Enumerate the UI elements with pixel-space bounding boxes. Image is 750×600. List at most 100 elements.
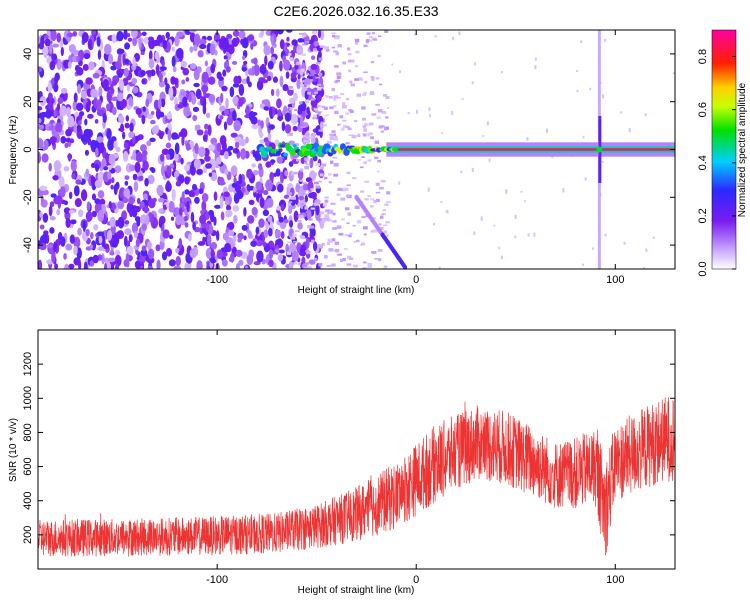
noise-blob	[102, 79, 109, 88]
noise-blob	[142, 193, 148, 200]
noise-blob	[150, 110, 155, 116]
noise-blob	[265, 161, 272, 168]
noise-blob	[193, 44, 198, 52]
noise-blob	[266, 197, 274, 209]
noise-blob	[292, 125, 298, 132]
noise-blob	[242, 37, 249, 49]
faint-speck	[386, 234, 389, 237]
faint-noise	[343, 247, 348, 250]
faint-noise	[304, 206, 308, 210]
faint-noise	[354, 41, 358, 45]
noise-blob	[114, 165, 122, 174]
faint-noise	[286, 251, 292, 255]
faint-noise	[362, 93, 367, 96]
faint-noise	[370, 61, 375, 64]
noise-blob	[103, 43, 112, 55]
noise-blob	[193, 69, 200, 81]
y-tick-label: 800	[22, 423, 34, 441]
faint-noise	[319, 173, 324, 177]
noise-blob	[150, 119, 156, 125]
faint-noise	[347, 212, 352, 216]
noise-blob	[244, 265, 249, 269]
noise-blob	[246, 254, 254, 266]
noise-blob	[91, 30, 97, 36]
faint-noise	[318, 57, 323, 61]
noise-blob	[276, 98, 282, 109]
faint-speck	[514, 235, 517, 239]
faint-noise	[337, 44, 343, 48]
snr-frame	[37, 329, 676, 570]
faint-noise	[305, 163, 311, 166]
noise-blob	[46, 243, 54, 249]
noise-blob	[168, 200, 175, 213]
noise-blob	[98, 235, 103, 244]
noise-blob	[128, 196, 136, 205]
noise-blob	[185, 111, 192, 116]
noise-blob	[215, 230, 220, 242]
noise-blob	[227, 229, 235, 237]
noise-blob	[38, 66, 43, 73]
faint-noise	[337, 187, 343, 191]
noise-blob	[221, 85, 228, 92]
noise-blob	[81, 32, 89, 43]
noise-blob	[205, 222, 210, 231]
noise-blob	[173, 265, 181, 269]
noise-blob	[126, 201, 134, 214]
faint-noise	[322, 203, 327, 207]
noise-blob	[285, 30, 293, 33]
faint-noise	[333, 50, 338, 53]
noise-blob	[311, 55, 316, 61]
faint-noise	[293, 143, 299, 147]
faint-speck	[451, 111, 454, 115]
noise-blob	[132, 36, 138, 47]
faint-noise	[327, 173, 332, 176]
noise-blob	[263, 190, 269, 196]
noise-blob	[279, 60, 283, 72]
faint-noise	[310, 188, 314, 191]
noise-blob	[142, 149, 148, 157]
faint-noise	[334, 135, 338, 138]
noise-blob	[113, 233, 118, 245]
faint-noise	[293, 153, 298, 156]
faint-speck	[582, 136, 585, 139]
faint-noise	[354, 119, 358, 123]
carrier-blob	[312, 142, 320, 149]
noise-blob	[123, 30, 128, 40]
faint-noise	[333, 95, 339, 99]
noise-blob	[297, 222, 303, 230]
noise-blob	[93, 97, 98, 109]
noise-blob	[110, 224, 116, 235]
noise-blob	[48, 205, 53, 217]
faint-noise	[371, 32, 375, 35]
faint-noise	[384, 128, 388, 131]
noise-blob	[38, 106, 43, 111]
faint-noise	[362, 261, 367, 264]
faint-noise	[353, 264, 359, 268]
noise-blob	[72, 31, 78, 37]
noise-blob	[192, 221, 196, 231]
faint-noise	[319, 86, 324, 89]
faint-noise	[363, 91, 367, 96]
faint-speck	[416, 110, 419, 114]
faint-noise	[346, 255, 351, 259]
noise-blob	[293, 92, 298, 102]
faint-noise	[315, 110, 319, 114]
streak-blob	[403, 264, 408, 269]
noise-blob	[317, 30, 322, 39]
noise-blob	[153, 99, 160, 110]
faint-noise	[350, 83, 356, 87]
faint-noise	[334, 80, 339, 84]
noise-blob	[85, 228, 90, 237]
faint-noise	[340, 127, 345, 131]
faint-noise	[369, 122, 374, 126]
noise-blob	[38, 41, 45, 50]
faint-speck	[407, 111, 410, 115]
faint-speck	[581, 263, 584, 266]
faint-speck	[428, 107, 431, 112]
faint-noise	[344, 234, 350, 237]
noise-blob	[319, 121, 324, 131]
faint-speck	[604, 233, 607, 237]
faint-noise	[349, 232, 353, 235]
y-tick-label: 400	[22, 492, 34, 510]
faint-noise	[377, 159, 381, 163]
